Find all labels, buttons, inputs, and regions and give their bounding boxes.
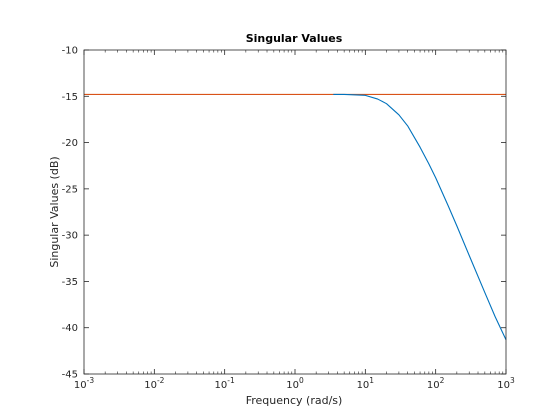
plot-background [84, 50, 506, 374]
plot-area [84, 50, 506, 374]
x-tick-label: 101 [357, 376, 375, 391]
x-tick-label: 10-1 [215, 376, 235, 391]
series-layer [84, 93, 507, 340]
y-tick-label: -45 [62, 370, 78, 381]
x-tick-label: 10-2 [144, 376, 164, 391]
x-axis-label: Frequency (rad/s) [246, 394, 343, 407]
x-tick-label: 100 [286, 376, 304, 391]
x-tick-label: 103 [497, 376, 515, 391]
axes-layer: 10-3 10-2 10-1 100 101 102 103 -10 -15 -20 -25 -30 -… [62, 46, 515, 392]
x-tick-label: 10-3 [74, 376, 94, 391]
y-axis-label: Singular Values (dB) [48, 156, 61, 267]
x-tick-label: 102 [427, 376, 445, 391]
y-tick-label: -40 [62, 323, 78, 334]
y-tick-label: -10 [62, 46, 78, 57]
y-tick-label: -15 [62, 92, 78, 103]
y-tick-label: -20 [62, 138, 78, 149]
chart-title: Singular Values [246, 32, 343, 45]
y-tick-label: -25 [62, 184, 78, 195]
y-tick-label: -30 [62, 231, 78, 242]
y-tick-label: -35 [62, 277, 78, 288]
series-line-2 [333, 93, 507, 340]
